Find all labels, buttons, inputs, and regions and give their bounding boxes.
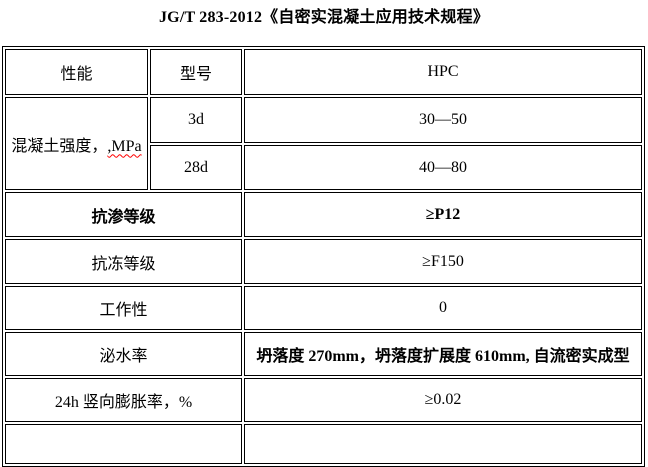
table-row-impermeability: 抗渗等级 ≥P12 [5, 192, 642, 237]
header-cell-model: 型号 [150, 49, 242, 95]
cell-cutoff-value [244, 424, 642, 464]
cell-workability-value: 0 [244, 286, 642, 330]
cell-bleeding-rate-label: 泌水率 [5, 332, 242, 376]
cell-age-28d: 28d [150, 145, 242, 190]
header-cell-product: HPC [244, 49, 642, 95]
table-row-frost-resistance: 抗冻等级 ≥F150 [5, 239, 642, 284]
table-row-strength-3d: 混凝土强度，,MPa 3d 30—50 [5, 97, 642, 190]
cell-impermeability-value: ≥P12 [244, 192, 642, 237]
table-row-vertical-expansion: 24h 竖向膨胀率，% ≥0.02 [5, 378, 642, 422]
cell-strength-label: 混凝土强度，,MPa [5, 97, 148, 190]
cell-age-3d: 3d [150, 97, 242, 143]
cell-cutoff-label [5, 424, 242, 464]
spec-table: 性能 型号 HPC 混凝土强度，,MPa 3d 30—50 28d 40—80 … [2, 46, 645, 467]
cell-impermeability-label: 抗渗等级 [5, 192, 242, 237]
table-row-workability: 工作性 0 [5, 286, 642, 330]
cell-frost-resistance-label: 抗冻等级 [5, 239, 242, 284]
cell-vertical-expansion-label: 24h 竖向膨胀率，% [5, 378, 242, 422]
table-row-bleeding-rate: 泌水率 坍落度 270mm，坍落度扩展度 610mm, 自流密实成型 [5, 332, 642, 376]
strength-label-unit-misspelled: ,MPa [107, 137, 142, 155]
cell-frost-resistance-value: ≥F150 [244, 239, 642, 284]
table-row-cutoff [5, 424, 642, 464]
cell-vertical-expansion-value: ≥0.02 [244, 378, 642, 422]
cell-bleeding-rate-value: 坍落度 270mm，坍落度扩展度 610mm, 自流密实成型 [244, 332, 642, 376]
cell-strength-3d-value: 30—50 [244, 97, 642, 143]
cell-workability-label: 工作性 [5, 286, 242, 330]
strength-label-text: 混凝土强度， [11, 137, 108, 155]
page-title: JG/T 283-2012《自密实混凝土应用技术规程》 [158, 9, 489, 26]
table-header-row: 性能 型号 HPC [5, 49, 642, 95]
table-row-strength-28d: 28d 40—80 [5, 145, 642, 190]
header-cell-performance: 性能 [5, 49, 148, 95]
cell-strength-28d-value: 40—80 [244, 145, 642, 190]
